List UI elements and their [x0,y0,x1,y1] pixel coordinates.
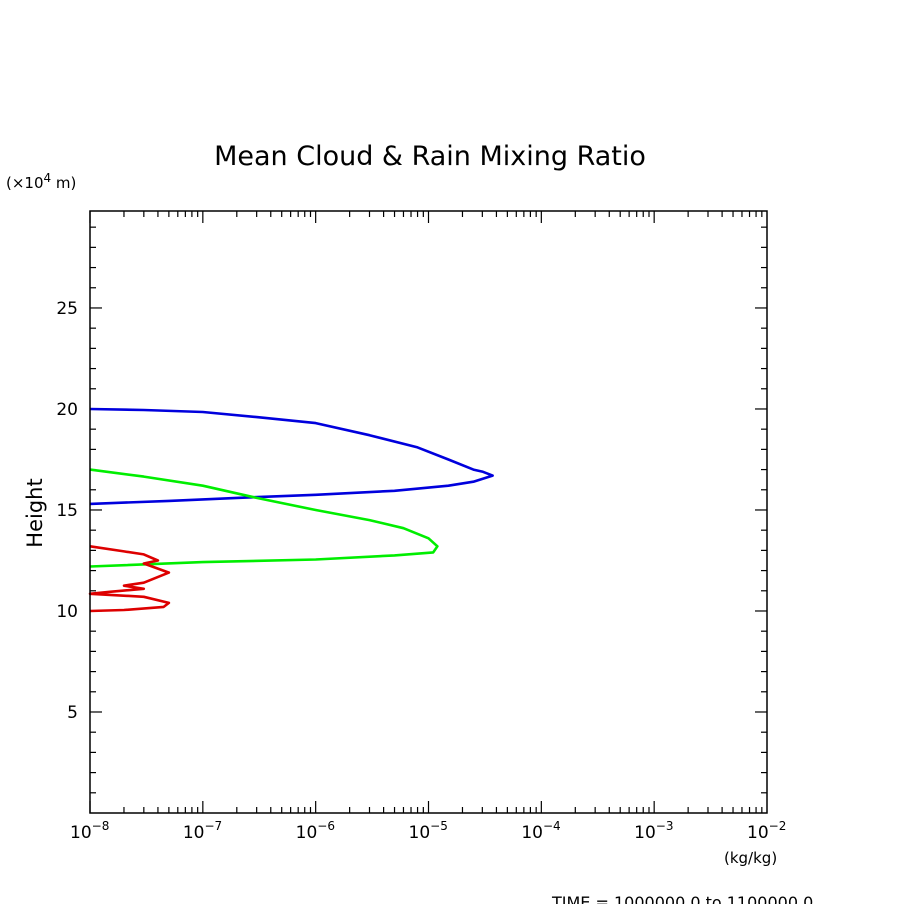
x-axis-unit: (kg/kg) [724,849,777,867]
time-range-footer: TIME = 1000000.0 to 1100000.0 [551,893,813,904]
y-axis-unit: (×104 m) [6,171,76,192]
axis-ticks [89,211,767,813]
y-tick-label: 10 [56,602,78,622]
y-tick-labels: 5 10 15 20 25 [56,299,78,723]
x-tick-labels: 10−8 10−7 10−6 10−5 10−4 10−3 10−2 [70,819,786,843]
series-line-1 [89,407,494,506]
x-tick-label: 10−2 [747,819,786,843]
series-line-2 [89,468,439,568]
x-tick-label: 10−5 [409,819,448,843]
chart-title: Mean Cloud & Rain Mixing Ratio [214,141,646,172]
y-tick-label: 15 [56,501,78,521]
x-tick-label: 10−8 [70,819,109,843]
x-tick-label: 10−7 [183,819,222,843]
series-group [88,407,494,613]
y-axis-label: Height [23,478,47,547]
series-line-3 [88,545,171,613]
plot-frame [89,210,768,814]
x-tick-label: 10−4 [521,819,560,843]
y-tick-label: 20 [56,400,78,420]
x-tick-label: 10−3 [634,819,673,843]
y-tick-label: 25 [56,299,78,319]
x-tick-label: 10−6 [296,819,335,843]
y-tick-label: 5 [67,703,78,723]
